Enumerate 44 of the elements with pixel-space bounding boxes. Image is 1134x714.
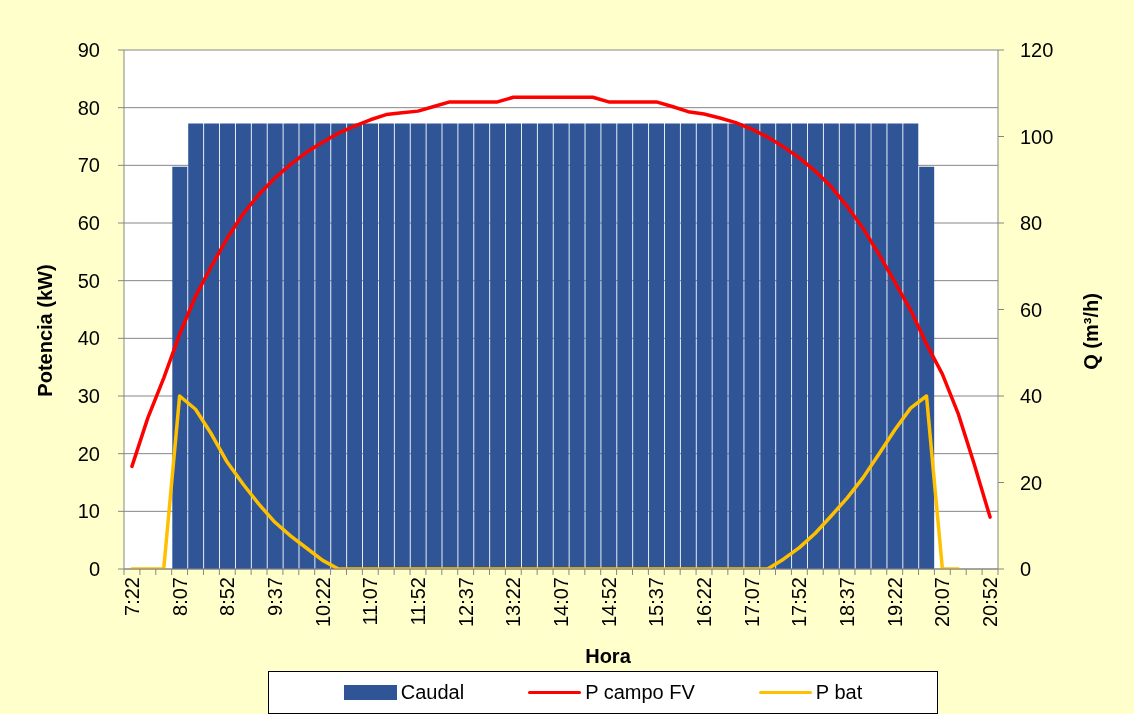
x-tick-label: 15:37	[645, 577, 668, 628]
y2-tick-label: 0	[1020, 558, 1032, 581]
y2-axis-title: Q (m³/h)	[1080, 293, 1102, 370]
x-tick-label: 17:07	[740, 577, 763, 628]
x-tick-label: 9:37	[263, 577, 286, 616]
legend-label: P bat	[815, 681, 863, 704]
y2-tick-label: 60	[1020, 298, 1043, 321]
y-tick-label: 30	[77, 385, 100, 408]
y2-tick-label: 20	[1020, 471, 1043, 494]
y-tick-label: 0	[88, 558, 100, 581]
x-tick-label: 8:52	[216, 577, 239, 616]
x-tick-label: 14:07	[550, 577, 572, 628]
y-tick-label: 20	[77, 442, 100, 465]
x-tick-label: 19:22	[883, 577, 906, 628]
x-tick-label: 8:07	[168, 577, 191, 616]
x-axis-title: Hora	[585, 645, 632, 667]
y-tick-label: 10	[77, 500, 100, 523]
x-tick-label: 12:37	[454, 577, 477, 628]
y-tick-label: 90	[77, 39, 100, 62]
legend-label: P campo FV	[585, 681, 695, 704]
x-tick-label: 7:22	[120, 577, 143, 616]
y2-tick-label: 80	[1020, 212, 1043, 235]
x-tick-label: 10:22	[311, 577, 334, 628]
y2-tick-label: 100	[1020, 125, 1054, 148]
x-tick-label: 17:52	[788, 577, 811, 628]
x-tick-label: 11:52	[406, 577, 429, 626]
x-tick-label: 16:22	[693, 577, 716, 628]
y-tick-label: 80	[77, 96, 100, 119]
x-tick-label: 20:07	[931, 577, 954, 628]
y-axis-title: Potencia (kW)	[34, 264, 56, 397]
x-tick-label: 11:07	[359, 577, 382, 626]
y-tick-label: 70	[77, 154, 100, 177]
line-series	[130, 394, 961, 569]
y-tick-label: 60	[77, 212, 100, 235]
y2-tick-label: 40	[1020, 385, 1043, 408]
y2-tick-label: 120	[1020, 39, 1054, 62]
x-tick-label: 14:52	[597, 577, 620, 628]
legend-label: Caudal	[400, 681, 465, 704]
y-tick-label: 50	[77, 269, 100, 292]
x-tick-label: 18:37	[836, 577, 859, 628]
x-tick-label: 20:52	[979, 577, 1002, 628]
x-tick-label: 13:22	[502, 577, 525, 628]
line-series	[130, 95, 992, 519]
y-tick-label: 40	[77, 327, 100, 350]
